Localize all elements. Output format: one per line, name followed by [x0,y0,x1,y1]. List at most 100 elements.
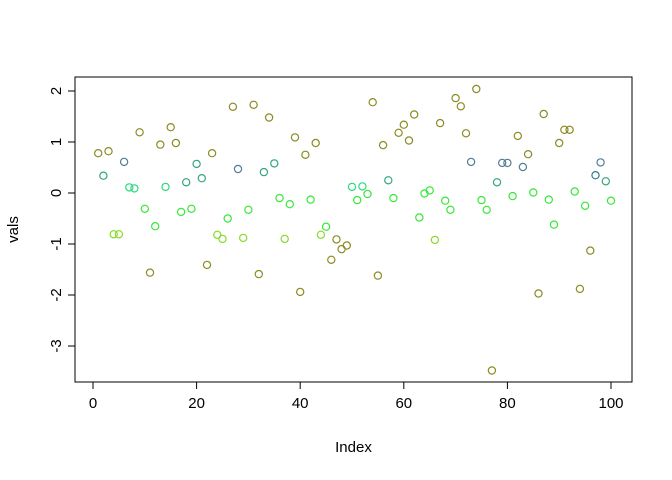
data-point [513,131,523,141]
data-point [368,97,377,107]
y-tick-label: 2 [48,87,65,95]
data-point [544,195,554,204]
data-point [296,287,305,297]
y-tick-label: -2 [48,288,65,301]
data-point [306,195,315,204]
data-point [586,246,595,255]
data-point [254,269,263,279]
data-point [130,184,139,193]
data-point [430,235,440,245]
data-point [202,260,212,270]
data-point [415,213,424,222]
data-point [321,222,331,231]
data-point [311,138,320,148]
data-point [570,187,579,196]
data-point [461,129,471,138]
data-point [482,205,491,214]
data-point [181,178,191,187]
data-point [596,158,605,167]
data-point [508,191,517,201]
data-point [539,109,548,119]
data-point [425,186,434,195]
data-point [244,205,253,214]
data-point [353,195,362,205]
data-point [342,241,351,250]
data-point [404,136,414,145]
data-point [492,178,502,187]
data-point [176,207,186,217]
data-point [394,128,403,137]
data-point [270,159,279,168]
data-point [171,138,181,148]
x-tick-label: 100 [598,395,623,412]
data-point [441,196,450,205]
y-tick-label: 0 [48,189,65,197]
data-point [534,289,543,298]
data-point [275,193,284,203]
data-point [565,125,574,135]
data-point [156,140,165,149]
data-point [410,110,419,119]
data-point [161,182,170,192]
data-point [477,195,486,205]
data-point [119,157,129,167]
data-point [290,133,300,142]
data-point [249,100,258,110]
y-tick-label: -1 [48,237,65,250]
x-tick-label: 0 [89,395,97,412]
data-point [125,183,134,192]
data-point [456,102,465,111]
data-point [363,189,372,199]
data-point [523,149,533,159]
data-point [285,199,294,209]
data-point [332,235,341,244]
x-tick-label: 60 [395,395,412,412]
data-point [358,182,367,191]
data-point [192,159,201,169]
data-point [347,182,357,192]
data-point [114,230,124,239]
data-point [466,157,476,167]
data-point [207,148,217,158]
data-point [301,150,310,159]
data-point [316,230,326,239]
data-point [145,268,155,277]
data-point [487,366,497,375]
data-point [399,120,408,129]
x-tick-label: 20 [188,395,205,412]
data-point [601,177,611,186]
data-point [223,214,232,223]
data-point [337,244,346,254]
data-point [233,164,243,174]
data-point [472,84,481,94]
data-point [150,221,160,231]
y-tick-label: 1 [48,138,65,146]
data-point [99,171,108,180]
data-point [327,255,336,264]
data-point [451,93,460,103]
data-point [238,233,248,243]
data-point [280,234,289,244]
data-point [93,148,103,158]
data-point [384,176,393,185]
data-point [104,146,113,156]
data-point [529,188,538,197]
data-point [373,271,383,280]
data-point [591,170,600,180]
data-point [140,204,149,213]
data-point [378,140,388,150]
data-point [197,173,206,183]
data-point [446,205,455,214]
y-axis-title: vals [5,216,22,243]
data-point [549,220,559,229]
x-tick-label: 40 [292,395,309,412]
data-point [435,118,445,128]
data-point [109,230,118,239]
data-point [228,102,238,112]
data-point [606,196,616,205]
data-point [218,234,227,244]
data-point [389,193,398,203]
data-point [555,138,564,148]
data-point [264,113,274,122]
data-point [259,167,269,177]
